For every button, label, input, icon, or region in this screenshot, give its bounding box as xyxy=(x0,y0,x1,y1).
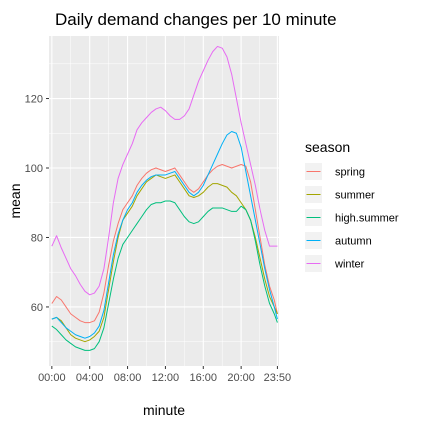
y-axis-title: mean xyxy=(7,183,23,218)
series-line-high-summer xyxy=(51,200,278,351)
legend-label: autumn xyxy=(335,236,372,248)
y-tick-label: 60 xyxy=(31,302,43,314)
legend-label: winter xyxy=(334,259,365,271)
x-axis: 00:00 04:00 08:00 12:00 16:00 20:00 23:50 xyxy=(38,366,291,384)
x-tick-label: 04:00 xyxy=(76,372,104,384)
y-tick-label: 120 xyxy=(25,94,43,106)
legend-title: season xyxy=(305,139,350,155)
series-layer xyxy=(51,45,278,351)
y-tick-label: 80 xyxy=(31,232,43,244)
x-tick-label: 12:00 xyxy=(152,372,180,384)
grid-minor xyxy=(49,36,279,366)
series-line-autumn xyxy=(51,131,278,339)
chart-title: Daily demand changes per 10 minute xyxy=(55,10,337,29)
series-line-winter xyxy=(51,45,278,296)
x-tick-label: 23:50 xyxy=(264,372,292,384)
legend: season spring summer high.summer autumn wint… xyxy=(305,139,399,272)
x-tick-label: 08:00 xyxy=(114,372,142,384)
x-axis-title: minute xyxy=(143,402,185,418)
x-tick-label: 16:00 xyxy=(190,372,218,384)
x-tick-label: 00:00 xyxy=(38,372,66,384)
series-line-summer xyxy=(51,174,278,343)
y-tick-label: 100 xyxy=(25,163,43,175)
legend-label: summer xyxy=(335,190,375,202)
legend-label: spring xyxy=(335,167,365,179)
y-axis: 60 80 100 120 xyxy=(25,94,49,314)
series-line-spring xyxy=(51,164,278,324)
legend-label: high.summer xyxy=(335,213,399,225)
x-tick-label: 20:00 xyxy=(227,372,255,384)
